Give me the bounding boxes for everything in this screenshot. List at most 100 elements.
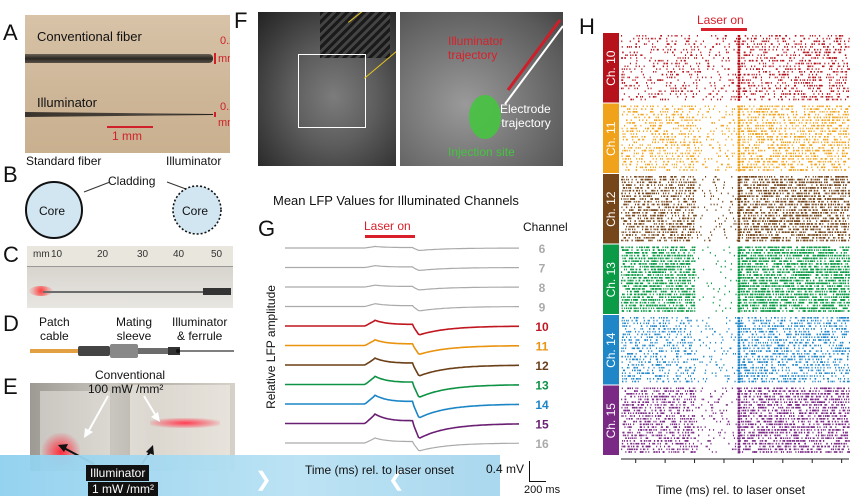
channel-label: 7 [539, 262, 546, 276]
injection-blob [469, 95, 501, 139]
banner-chevron-icon: ❯ [255, 467, 272, 492]
panel-c-photo: mm 10 20 30 40 50 [27, 246, 233, 308]
channel-label: 12 [535, 359, 549, 373]
channel-label: 14 [535, 398, 549, 412]
lfp-ylabel: Relative LFP amplitude [264, 272, 278, 422]
panel-c-letter: C [3, 244, 19, 266]
lfp-trace-ch12 [285, 358, 519, 376]
channel-label: 13 [535, 379, 549, 393]
patch-cable-label: Patch cable [39, 315, 70, 343]
channel-header: Channel [523, 220, 568, 234]
ruler-mark: 20 [97, 249, 108, 260]
channel-label: 9 [539, 301, 546, 315]
illuminator-trajectory-label: Illuminator trajectory [448, 34, 503, 62]
core-right-label: Core [182, 204, 208, 218]
lfp-trace-ch6 [285, 246, 519, 250]
raster-band: Ch. 10 [603, 33, 850, 103]
raster-band: Ch. 14 [603, 315, 850, 385]
raster-laser-label: Laser on [697, 13, 744, 27]
panel-f-letter: F [234, 10, 247, 32]
lfp-trace-ch10 [285, 320, 519, 334]
electrode-trajectory-label: Electrode trajectory [500, 102, 551, 130]
panel-a-photo: Conventional fiber Illuminator 0.25 mm 0… [25, 15, 230, 153]
channel-name: Ch. 12 [604, 191, 618, 227]
panel-f-mri-left [258, 12, 396, 166]
fiber-size-unit: mm [218, 53, 230, 65]
lfp-trace-ch16 [285, 438, 519, 451]
lfp-trace-ch15 [285, 414, 519, 438]
illuminator-probe [25, 112, 213, 117]
lfp-title: Mean LFP Values for Illuminated Channels [273, 193, 519, 208]
ruler-mark: 50 [211, 249, 222, 260]
raster-band: Ch. 11 [603, 104, 850, 174]
ferrule-tip [203, 288, 231, 295]
illum-cross-label: Illuminator [166, 154, 221, 168]
channel-label: 11 [536, 340, 549, 354]
illuminator-power-box: 1 mW /mm² [88, 482, 158, 496]
illum-size-bar [214, 112, 216, 117]
lfp-trace-ch13 [285, 376, 519, 397]
illuminator-ferrule-label: Illuminator & ferrule [172, 315, 227, 343]
lfp-chart: 6 7 8 9 10 11 12 13 14 15 16 [280, 240, 560, 465]
std-fiber-label: Standard fiber [26, 154, 101, 168]
raster-band: Ch. 15 [603, 386, 850, 456]
panel-f-mri-right: Illuminator trajectory Electrode traject… [400, 12, 563, 166]
channel-label: 16 [535, 437, 549, 451]
scale-bar-t [529, 481, 546, 482]
lfp-trace-ch14 [285, 395, 519, 417]
channel-label: 10 [535, 320, 549, 334]
fiber-size-bar [214, 53, 216, 64]
illuminator-wire [43, 291, 213, 293]
panel-h-letter: H [579, 16, 595, 38]
channel-name: Ch. 15 [604, 403, 618, 439]
channel-name: Ch. 10 [604, 50, 618, 86]
panel-g-letter: G [258, 218, 275, 240]
mri-zoom-box [298, 54, 366, 128]
channel-label: 6 [539, 242, 546, 256]
conventional-fiber [25, 54, 213, 63]
lfp-laser-label: Laser on [364, 219, 411, 233]
raster-xlabel: Time (ms) rel. to laser onset [656, 483, 805, 497]
lfp-trace-ch9 [285, 304, 519, 311]
panel-a-letter: A [3, 22, 18, 44]
mri-electrode-stripe [320, 12, 390, 58]
channel-name: Ch. 13 [604, 262, 618, 298]
illum-size-unit: mm [218, 117, 230, 129]
channel-name: Ch. 11 [604, 121, 618, 156]
scale-voltage: 0.4 mV [486, 462, 524, 476]
lfp-xlabel: Time (ms) rel. to laser onset [305, 463, 454, 477]
lfp-trace-ch7 [285, 266, 519, 271]
core-left-label: Core [39, 204, 65, 218]
illuminator-e-label: Illuminator [90, 466, 145, 480]
injection-site-label: Injection site [448, 145, 515, 159]
illum-size-value: 0.1 [220, 101, 230, 113]
ruler-mark: 40 [173, 249, 184, 260]
scale-bar [107, 126, 153, 128]
ruler-labels: mm 10 20 30 40 50 [33, 249, 233, 263]
ruler-mark: 10 [51, 249, 62, 260]
raster-band: Ch. 13 [603, 245, 850, 315]
raster-laser-bar [701, 28, 747, 31]
panel-b-letter: B [3, 164, 18, 186]
ruler-mark: 30 [137, 249, 148, 260]
illuminator-power: 1 mW /mm² [92, 482, 154, 496]
fiber-label: Conventional fiber [37, 29, 142, 44]
fiber-size-value: 0.25 [220, 35, 230, 47]
scale-bar-v [529, 461, 530, 481]
raster-band: Ch. 12 [603, 174, 850, 244]
channel-label: 8 [539, 281, 546, 295]
illuminator-label-box: Illuminator [86, 465, 149, 481]
mating-sleeve-label: Mating sleeve [116, 315, 152, 343]
scale-time: 200 ms [524, 484, 560, 496]
lfp-trace-ch11 [285, 340, 519, 354]
channel-label: 15 [535, 418, 549, 432]
connector-diagram [28, 341, 236, 361]
ruler-mark: mm [33, 249, 50, 260]
panel-d-letter: D [3, 313, 19, 335]
panel-e-letter: E [3, 376, 18, 398]
lfp-trace-ch8 [285, 285, 519, 290]
conventional-label: Conventional [95, 368, 165, 382]
scale-bar-label: 1 mm [112, 129, 142, 143]
channel-name: Ch. 14 [604, 332, 618, 368]
